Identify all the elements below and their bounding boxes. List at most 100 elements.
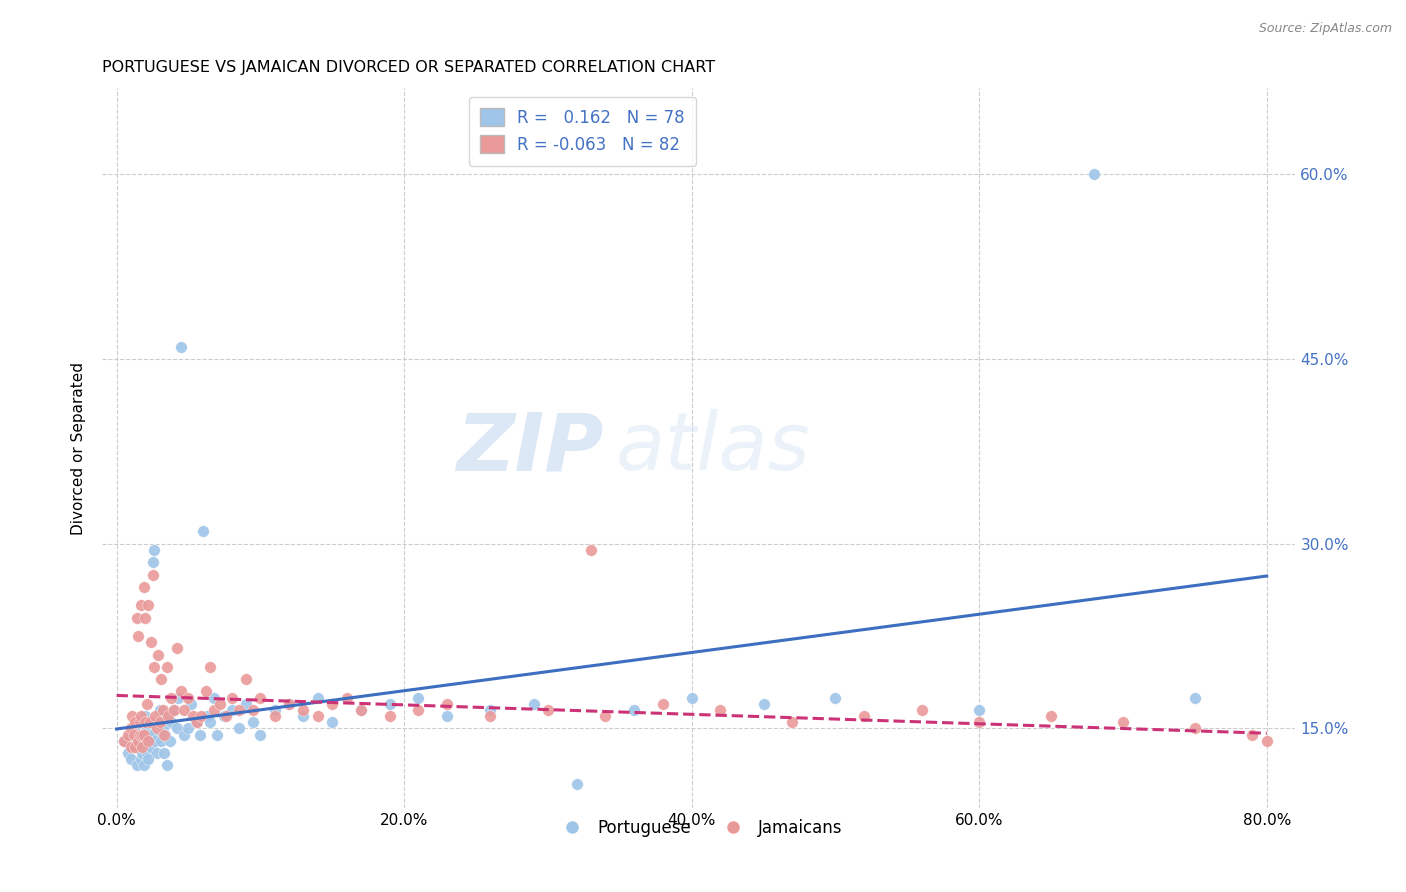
- Point: [120, 722, 142, 736]
- Point: [177, 690, 200, 705]
- Point: [156, 660, 179, 674]
- Point: [651, 697, 673, 711]
- Point: [121, 709, 143, 723]
- Point: [249, 728, 271, 742]
- Point: [127, 733, 149, 747]
- Point: [153, 746, 176, 760]
- Point: [155, 728, 177, 742]
- Point: [152, 703, 174, 717]
- Point: [128, 733, 150, 747]
- Point: [124, 715, 146, 730]
- Y-axis label: Divorced or Separated: Divorced or Separated: [72, 362, 86, 535]
- Point: [177, 722, 200, 736]
- Point: [479, 709, 502, 723]
- Point: [131, 739, 153, 754]
- Point: [186, 715, 208, 730]
- Point: [124, 722, 146, 736]
- Point: [160, 715, 183, 730]
- Point: [579, 543, 602, 558]
- Point: [136, 599, 159, 613]
- Point: [157, 709, 180, 723]
- Point: [198, 660, 221, 674]
- Text: PORTUGUESE VS JAMAICAN DIVORCED OR SEPARATED CORRELATION CHART: PORTUGUESE VS JAMAICAN DIVORCED OR SEPAR…: [103, 60, 716, 75]
- Point: [132, 739, 155, 754]
- Point: [128, 715, 150, 730]
- Point: [127, 629, 149, 643]
- Point: [146, 722, 169, 736]
- Point: [228, 703, 250, 717]
- Point: [228, 722, 250, 736]
- Point: [157, 709, 180, 723]
- Point: [221, 703, 243, 717]
- Point: [139, 739, 162, 754]
- Point: [235, 672, 257, 686]
- Text: Source: ZipAtlas.com: Source: ZipAtlas.com: [1258, 22, 1392, 36]
- Point: [292, 709, 315, 723]
- Point: [129, 709, 152, 723]
- Point: [249, 690, 271, 705]
- Point: [853, 709, 876, 723]
- Point: [595, 709, 617, 723]
- Point: [209, 697, 232, 711]
- Point: [132, 728, 155, 742]
- Point: [122, 728, 145, 742]
- Point: [408, 703, 430, 717]
- Point: [170, 684, 193, 698]
- Point: [131, 728, 153, 742]
- Point: [134, 715, 156, 730]
- Point: [138, 715, 160, 730]
- Point: [122, 739, 145, 754]
- Point: [136, 733, 159, 747]
- Point: [911, 703, 934, 717]
- Point: [522, 697, 544, 711]
- Point: [131, 728, 153, 742]
- Point: [336, 690, 359, 705]
- Point: [132, 580, 155, 594]
- Point: [173, 703, 195, 717]
- Point: [141, 555, 163, 569]
- Point: [131, 746, 153, 760]
- Point: [135, 746, 157, 760]
- Point: [129, 752, 152, 766]
- Point: [159, 733, 181, 747]
- Point: [205, 728, 228, 742]
- Point: [125, 610, 148, 624]
- Point: [202, 703, 225, 717]
- Point: [112, 733, 135, 747]
- Point: [143, 660, 166, 674]
- Point: [194, 684, 217, 698]
- Point: [145, 709, 167, 723]
- Point: [139, 635, 162, 649]
- Point: [120, 752, 142, 766]
- Point: [1241, 728, 1264, 742]
- Point: [321, 715, 343, 730]
- Point: [138, 715, 160, 730]
- Point: [188, 728, 211, 742]
- Point: [537, 703, 560, 717]
- Point: [129, 715, 152, 730]
- Point: [1112, 715, 1135, 730]
- Point: [148, 648, 170, 662]
- Text: atlas: atlas: [616, 409, 810, 487]
- Point: [148, 715, 170, 730]
- Point: [141, 567, 163, 582]
- Point: [215, 709, 238, 723]
- Point: [117, 746, 139, 760]
- Point: [378, 697, 401, 711]
- Point: [124, 739, 146, 754]
- Point: [150, 733, 173, 747]
- Point: [278, 697, 301, 711]
- Point: [127, 722, 149, 736]
- Point: [565, 777, 588, 791]
- Point: [1083, 168, 1105, 182]
- Point: [263, 709, 285, 723]
- Point: [180, 697, 202, 711]
- Point: [190, 709, 212, 723]
- Point: [125, 758, 148, 772]
- Point: [156, 758, 179, 772]
- Point: [141, 728, 163, 742]
- Point: [120, 728, 142, 742]
- Point: [136, 728, 159, 742]
- Point: [307, 690, 329, 705]
- Point: [132, 758, 155, 772]
